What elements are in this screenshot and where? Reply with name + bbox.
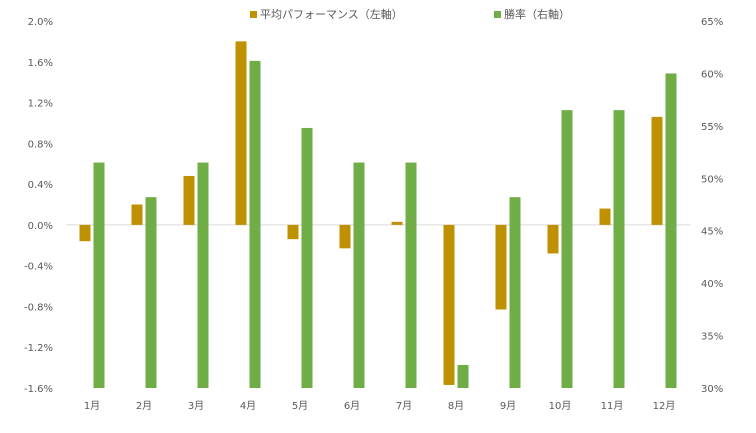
performance-bar [495, 224, 507, 310]
x-axis-tick-label: 4月 [240, 400, 256, 412]
x-axis-tick-label: 12月 [653, 400, 676, 412]
right-axis-tick-label: 65% [701, 17, 723, 28]
left-axis-tick-label: 2.0% [28, 17, 53, 28]
right-axis-tick-label: 40% [701, 279, 723, 290]
performance-bar [131, 204, 143, 225]
x-axis-tick-label: 8月 [448, 400, 464, 412]
left-axis-tick-label: -1.2% [24, 343, 53, 354]
legend-swatch-performance [250, 11, 257, 18]
left-axis-tick-label: 0.4% [28, 180, 53, 191]
performance-bar [339, 224, 351, 249]
performance-bar [651, 116, 663, 225]
performance-bar [79, 224, 91, 242]
x-axis-tick-label: 1月 [84, 400, 100, 412]
right-axis-tick-label: 60% [701, 69, 723, 80]
win-rate-bar [353, 162, 365, 388]
win-rate-bar [249, 60, 261, 389]
win-rate-bar [405, 162, 417, 388]
x-axis-tick-label: 9月 [500, 400, 516, 412]
performance-bar [391, 221, 403, 225]
legend-swatch-win-rate [494, 11, 501, 18]
left-axis-tick-label: 1.6% [28, 58, 53, 69]
x-axis-tick-label: 10月 [549, 400, 572, 412]
performance-bar [599, 208, 611, 225]
win-rate-bar [301, 127, 313, 388]
win-rate-bar [93, 162, 105, 388]
left-axis-tick-label: 0.0% [28, 221, 53, 232]
x-axis-tick-label: 6月 [344, 400, 360, 412]
left-axis-tick-label: -0.4% [24, 262, 53, 273]
x-axis-tick-label: 3月 [188, 400, 204, 412]
x-axis-tick-label: 7月 [396, 400, 412, 412]
left-axis-tick-label: -0.8% [24, 302, 53, 313]
right-axis-tick-label: 50% [701, 174, 723, 185]
left-axis-tick-label: 0.8% [28, 139, 53, 150]
win-rate-bar [509, 197, 521, 388]
win-rate-bar [613, 110, 625, 388]
performance-bar [287, 224, 299, 240]
right-axis-tick-label: 35% [701, 332, 723, 343]
legend-label-performance: 平均パフォーマンス（左軸） [260, 7, 403, 21]
x-axis-tick-label: 11月 [601, 400, 624, 412]
left-axis-tick-label: 1.2% [28, 99, 53, 110]
win-rate-bar [561, 110, 573, 388]
legend-label-win-rate: 勝率（右軸） [504, 7, 570, 21]
performance-bar [183, 175, 195, 225]
right-axis-tick-label: 55% [701, 122, 723, 133]
right-axis-tick-label: 45% [701, 227, 723, 238]
win-rate-bar [457, 364, 469, 388]
performance-bar [443, 224, 455, 385]
x-axis-tick-label: 2月 [136, 400, 152, 412]
win-rate-bar [145, 197, 157, 388]
performance-bar [235, 41, 247, 225]
win-rate-bar [197, 162, 209, 388]
left-axis-tick-label: -1.6% [24, 384, 53, 395]
performance-bar [547, 224, 559, 254]
right-axis-tick-label: 30% [701, 384, 723, 395]
win-rate-bar [665, 73, 677, 388]
x-axis-tick-label: 5月 [292, 400, 308, 412]
